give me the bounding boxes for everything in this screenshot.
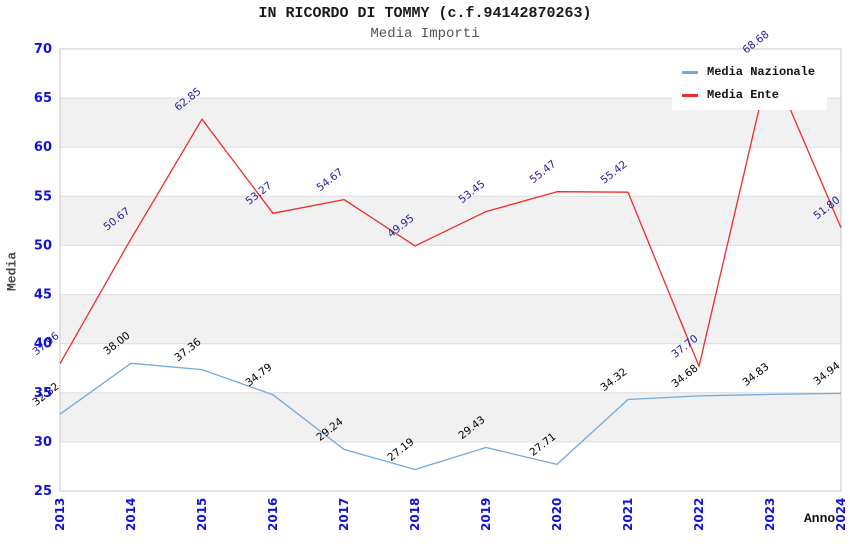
legend-label-media-nazionale: Media Nazionale [707,65,816,79]
svg-text:34.79: 34.79 [243,361,274,389]
svg-text:2015: 2015 [195,498,209,531]
svg-text:35: 35 [34,386,52,401]
chart-subtitle: Media Importi [370,26,480,42]
svg-text:2018: 2018 [408,498,422,531]
svg-text:34.83: 34.83 [740,361,771,389]
svg-text:40: 40 [34,337,52,352]
svg-text:50: 50 [34,238,52,253]
svg-text:34.94: 34.94 [811,360,842,388]
svg-text:55: 55 [34,189,52,204]
svg-text:2021: 2021 [621,498,635,531]
svg-text:25: 25 [34,484,52,499]
svg-text:55.47: 55.47 [527,158,558,186]
svg-text:2019: 2019 [479,498,493,531]
svg-text:2024: 2024 [834,498,848,531]
svg-text:65: 65 [34,91,52,106]
y-axis-title: Media [4,252,20,292]
svg-text:2013: 2013 [53,498,67,531]
svg-text:30: 30 [34,435,52,450]
svg-text:68.68: 68.68 [740,28,771,56]
x-axis-title: Anno [804,511,836,526]
legend-item-media-nazionale: Media Nazionale [682,65,815,79]
svg-text:2017: 2017 [337,498,351,531]
chart-title: IN RICORDO DI TOMMY (c.f.94142870263) [258,5,592,22]
legend: Media Nazionale Media Ente [672,57,828,110]
legend-label-media-ente: Media Ente [707,88,780,102]
svg-text:2014: 2014 [124,498,138,531]
svg-text:2022: 2022 [692,498,706,531]
legend-item-media-ente: Media Ente [682,88,815,102]
svg-text:55.42: 55.42 [598,159,629,187]
svg-text:60: 60 [34,140,52,155]
legend-swatch-media-ente [682,93,698,97]
svg-text:2020: 2020 [550,498,564,531]
svg-text:54.67: 54.67 [314,166,345,194]
svg-text:45: 45 [34,288,52,303]
svg-text:2023: 2023 [763,498,777,531]
svg-text:70: 70 [34,42,52,57]
svg-text:2016: 2016 [266,498,280,531]
svg-text:34.32: 34.32 [598,366,629,394]
svg-text:34.68: 34.68 [669,362,700,390]
legend-swatch-media-nazionale [682,70,698,74]
